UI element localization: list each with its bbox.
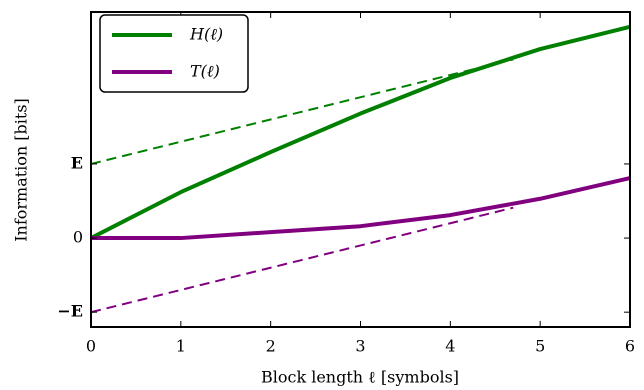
- x-tick-label: 1: [176, 337, 186, 356]
- asymptote-line: [90, 206, 514, 314]
- asymptote-line: [90, 58, 514, 165]
- x-tick-label: 4: [445, 337, 455, 356]
- legend-label: T(ℓ): [190, 62, 220, 81]
- y-axis-label: Information [bits]: [12, 98, 31, 242]
- x-tick-label: 3: [355, 337, 365, 356]
- series-line: [90, 24, 631, 240]
- legend-box: [99, 14, 249, 93]
- legend-label: H(ℓ): [189, 25, 223, 44]
- x-tick-label: 0: [86, 337, 96, 356]
- x-axis-label: Block length ℓ [symbols]: [261, 368, 459, 387]
- series-line: [91, 176, 631, 241]
- y-tick-label: 0: [73, 228, 83, 247]
- x-tick-label: 2: [266, 337, 276, 356]
- x-tick-label: 5: [535, 337, 545, 356]
- x-tick-label: 6: [625, 337, 635, 356]
- y-tick-label: E: [71, 153, 83, 172]
- y-tick-label: −E: [57, 302, 83, 321]
